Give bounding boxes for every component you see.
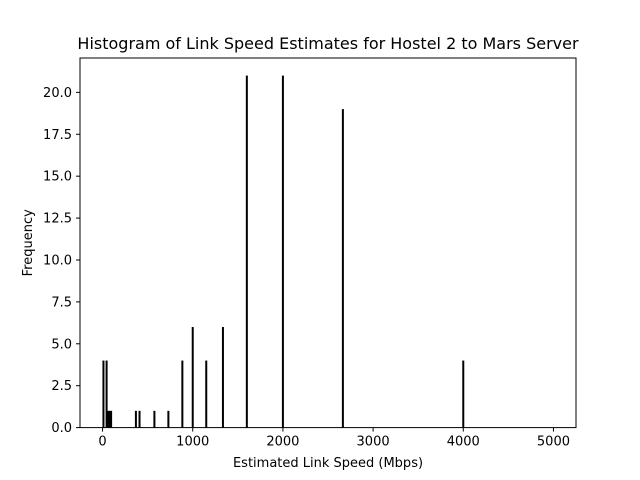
x-axis-ticks: 0 1000 2000 3000 4000 5000: [98, 427, 570, 450]
histogram-bars: [102, 75, 465, 428]
y-axis-ticks: 0.0 2.5 5.0 7.5 10.0 12.5 15.0 17.5 20.0: [43, 86, 80, 436]
plot-frame: [79, 57, 577, 429]
histogram-bar: [153, 410, 156, 428]
y-tick-label: 5.0: [51, 337, 72, 352]
histogram-bar: [108, 410, 111, 428]
histogram-bar: [181, 360, 184, 428]
histogram-bar: [102, 360, 105, 428]
y-tick-label: 20.0: [43, 86, 72, 101]
x-tick-label: 1000: [176, 435, 209, 450]
histogram-bar: [341, 109, 344, 428]
x-tick-label: 2000: [266, 435, 299, 450]
histogram-bar: [281, 75, 284, 428]
x-tick-label: 5000: [537, 435, 570, 450]
y-tick-label: 12.5: [43, 212, 72, 227]
chart-title: Histogram of Link Speed Estimates for Ho…: [77, 34, 579, 53]
y-tick-label: 2.5: [51, 379, 72, 394]
y-tick-label: 15.0: [43, 170, 72, 185]
histogram-bar: [221, 327, 224, 428]
histogram-bar: [134, 410, 137, 428]
histogram-bar: [138, 410, 141, 428]
histogram-bar: [105, 360, 108, 428]
y-tick-label: 0.0: [51, 421, 72, 436]
x-tick-label: 4000: [447, 435, 480, 450]
histogram-bar: [191, 327, 194, 428]
histogram-bar: [245, 75, 248, 428]
y-tick-label: 7.5: [51, 295, 72, 310]
y-tick-label: 10.0: [43, 253, 72, 268]
histogram-bar: [462, 360, 465, 428]
y-tick-label: 17.5: [43, 128, 72, 143]
histogram-bar: [167, 410, 170, 428]
histogram-bar: [205, 360, 208, 428]
y-axis-label: Frequency: [21, 209, 36, 276]
x-axis-label: Estimated Link Speed (Mbps): [233, 456, 423, 471]
histogram-bar: [107, 410, 110, 428]
x-tick-label: 0: [98, 435, 106, 450]
histogram-bar: [110, 410, 113, 428]
x-tick-label: 3000: [357, 435, 390, 450]
